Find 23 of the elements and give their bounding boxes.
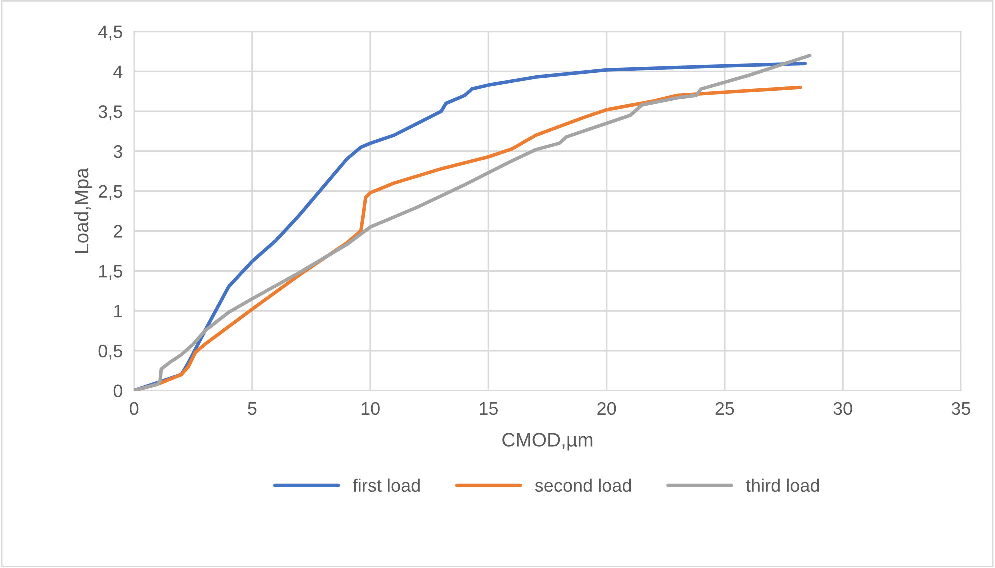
x-tick-label: 5 bbox=[248, 402, 257, 416]
y-axis-title: Load,Mpa bbox=[74, 168, 93, 253]
y-tick-label: 0 bbox=[114, 384, 123, 398]
x-axis-title: CMOD,µm bbox=[502, 433, 593, 451]
x-tick-label: 25 bbox=[716, 402, 734, 416]
x-tick-label: 35 bbox=[952, 402, 970, 416]
x-tick-label: 0 bbox=[130, 402, 139, 416]
y-tick-label: 2,5 bbox=[99, 185, 122, 200]
y-tick-label: 3,5 bbox=[98, 106, 122, 120]
y-tick-label: 1,5 bbox=[99, 265, 122, 280]
legend-label: third load bbox=[746, 478, 820, 492]
y-tick-label: 0,5 bbox=[98, 344, 122, 360]
x-tick-label: 10 bbox=[362, 402, 380, 416]
y-tick-label: 4 bbox=[114, 66, 123, 78]
y-tick-label: 3 bbox=[114, 145, 122, 158]
y-tick-label: 2 bbox=[114, 225, 122, 238]
y-tick-label: 4,5 bbox=[98, 26, 122, 41]
x-tick-label: 20 bbox=[598, 402, 616, 416]
y-tick-label: 1 bbox=[114, 305, 122, 318]
legend-label: first load bbox=[353, 478, 420, 492]
x-tick-label: 30 bbox=[834, 402, 852, 416]
legend-label: second load bbox=[535, 478, 632, 492]
x-tick-label: 15 bbox=[480, 402, 498, 416]
